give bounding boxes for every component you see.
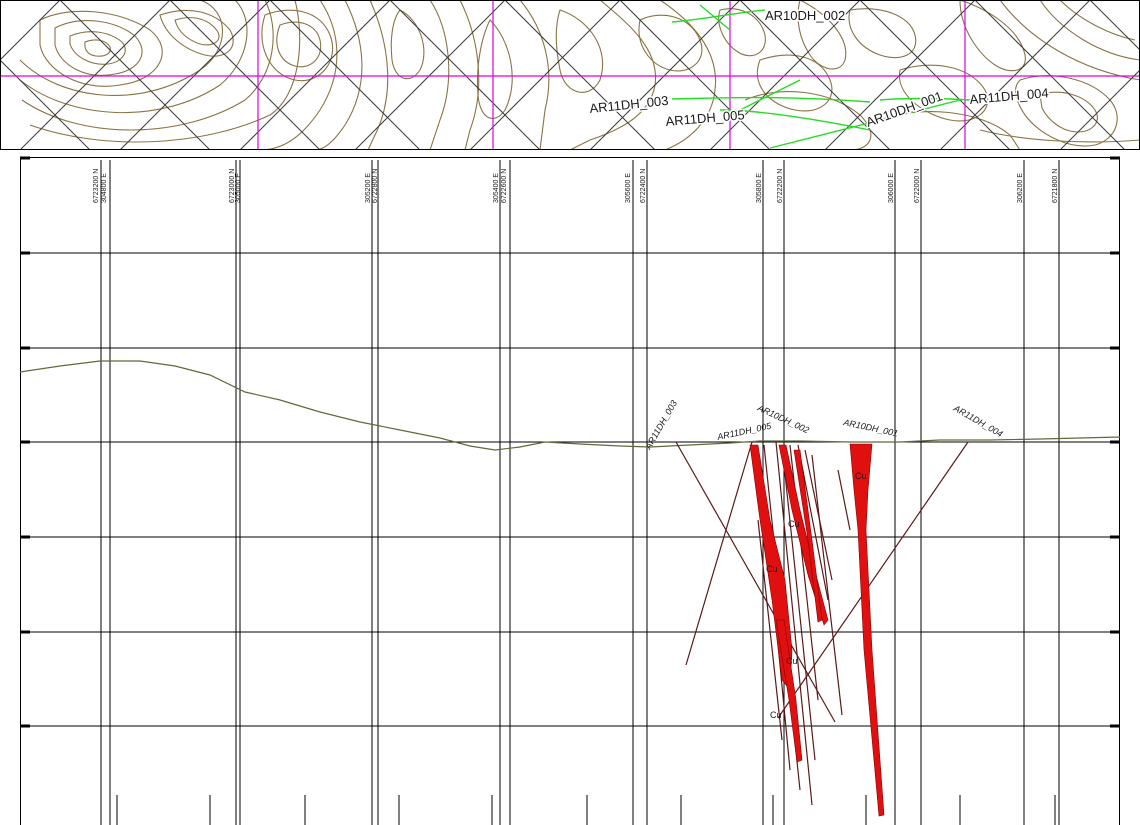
coord-label-top: 306200 E bbox=[1017, 173, 1024, 203]
coord-label-bottom: 6722200 N bbox=[777, 169, 784, 203]
elevation-gridlines bbox=[20, 252, 1120, 727]
coord-label-top: 305800 E bbox=[756, 173, 763, 203]
elevation-ticks bbox=[20, 156, 1120, 728]
coord-label-top: 306000 E bbox=[888, 173, 895, 203]
coord-label-bottom: 6721800 N bbox=[1052, 169, 1059, 203]
coordinate-grid-diagonals bbox=[0, 0, 1140, 150]
plan-label-ar10dh-002: AR10DH_002 bbox=[765, 8, 845, 23]
coord-label-top: 305200 E bbox=[365, 173, 372, 203]
section-lines bbox=[0, 0, 1140, 150]
plan-view-map: AR10DH_002 AR11DH_003 AR11DH_005 AR10DH_… bbox=[0, 0, 1140, 150]
distance-ticks bbox=[116, 795, 1056, 825]
section-background bbox=[20, 157, 1120, 825]
topography-profile bbox=[19, 360, 1121, 451]
assay-label: Cu bbox=[770, 710, 782, 720]
coord-label-bottom: 6722400 N bbox=[640, 169, 647, 203]
ore-stringer bbox=[775, 619, 803, 763]
section-frame bbox=[20, 157, 1120, 825]
ore-stringer bbox=[793, 449, 823, 623]
assay-label: Cu bbox=[786, 656, 798, 666]
coord-label-top: 6723000 N bbox=[229, 169, 236, 203]
coord-label-bottom: 6722600 N bbox=[501, 169, 508, 203]
assay-labels: Cu Cu Cu Cu Cu bbox=[766, 471, 867, 720]
coord-label-bottom: 6722000 N bbox=[914, 169, 921, 203]
coord-label-top: 6723200 N bbox=[93, 169, 100, 203]
ore-lens-east bbox=[849, 443, 885, 817]
coord-label-bottom: 304800 E bbox=[101, 173, 108, 203]
coord-label-top: 305400 E bbox=[493, 173, 500, 203]
coord-label-top: 305600 E bbox=[625, 173, 632, 203]
coordinate-gridlines bbox=[100, 160, 1060, 825]
coordinate-labels: 6723200 N 304800 E 6723000 N 305000 E 30… bbox=[93, 169, 1059, 203]
coord-label-bottom: 305000 E bbox=[235, 173, 242, 203]
assay-label: Cu bbox=[855, 471, 867, 481]
assay-label: Cu bbox=[788, 519, 800, 529]
plan-drillhole-traces bbox=[671, 4, 971, 149]
assay-label: Cu bbox=[766, 564, 778, 574]
ore-body-intercepts bbox=[749, 443, 885, 817]
coord-label-bottom: 6722800 N bbox=[372, 169, 379, 203]
